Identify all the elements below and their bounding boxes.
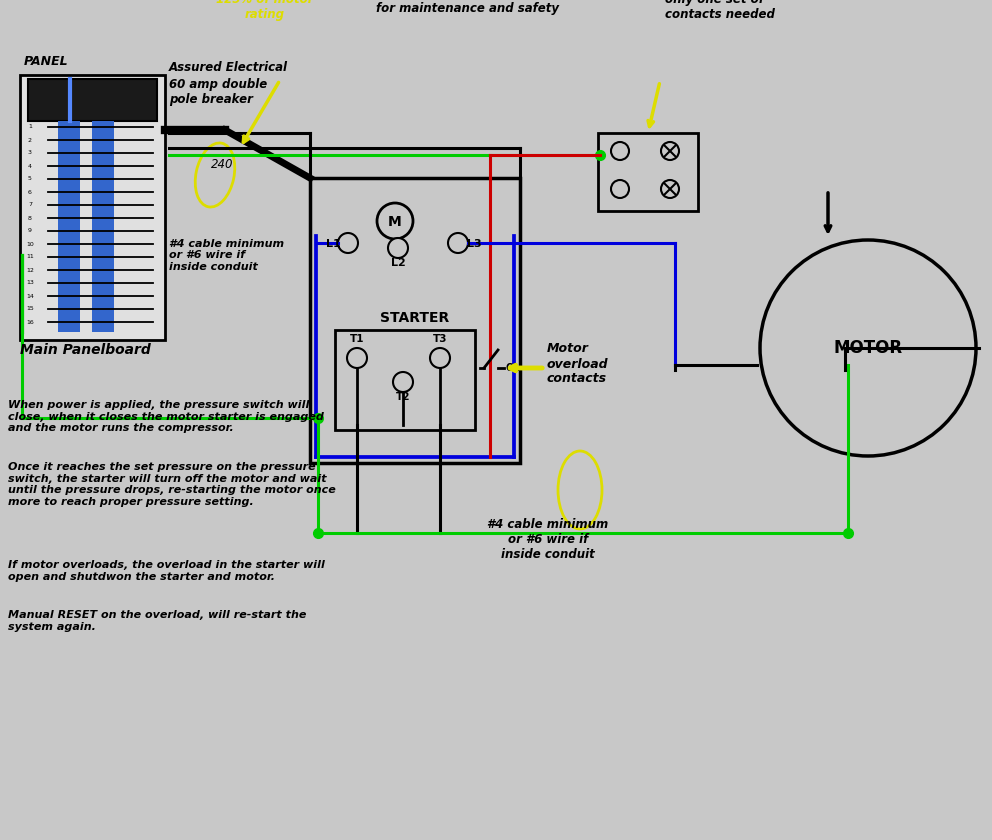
Bar (58, 121, 80, 332)
Circle shape (388, 238, 408, 258)
Text: 10: 10 (26, 242, 34, 246)
Circle shape (760, 240, 976, 456)
Bar (28, 79, 157, 121)
Text: Motor
overload
contacts: Motor overload contacts (547, 343, 609, 386)
Text: If motor overloads, the overload in the starter will
open and shutdwon the start: If motor overloads, the overload in the … (8, 560, 324, 581)
Text: 6: 6 (28, 190, 32, 195)
Circle shape (377, 203, 413, 239)
Circle shape (661, 142, 679, 160)
Text: 9: 9 (28, 228, 32, 234)
Bar (310, 178, 520, 463)
Text: Pressure switch,
only one set of
contacts needed: Pressure switch, only one set of contact… (665, 0, 775, 21)
Text: 2: 2 (28, 138, 32, 143)
Text: Main Panelboard: Main Panelboard (20, 343, 151, 357)
Circle shape (611, 180, 629, 198)
Text: 3: 3 (28, 150, 32, 155)
Text: STARTER: STARTER (380, 311, 449, 325)
Text: Once it reaches the set pressure on the pressure
switch, the starter will turn o: Once it reaches the set pressure on the … (8, 462, 335, 507)
Circle shape (448, 233, 468, 253)
Text: 1: 1 (28, 124, 32, 129)
Text: OL: OL (506, 363, 521, 373)
Text: #4 cable minimum
or #6 wire if
inside conduit: #4 cable minimum or #6 wire if inside co… (487, 518, 609, 561)
Circle shape (338, 233, 358, 253)
Text: 4: 4 (28, 164, 32, 169)
Bar (92, 121, 114, 332)
Text: 15: 15 (26, 307, 34, 312)
Text: 8: 8 (28, 216, 32, 220)
Text: 60 amp double
pole breaker: 60 amp double pole breaker (169, 78, 267, 106)
Circle shape (347, 348, 367, 368)
Text: #4 cable minimum
or #6 wire if
inside conduit: #4 cable minimum or #6 wire if inside co… (169, 239, 284, 272)
Circle shape (661, 180, 679, 198)
Circle shape (430, 348, 450, 368)
Text: L3: L3 (466, 239, 481, 249)
Bar (598, 133, 698, 211)
Text: 12: 12 (26, 267, 34, 272)
Circle shape (611, 142, 629, 160)
Text: 13: 13 (26, 281, 34, 286)
Text: 7: 7 (28, 202, 32, 207)
Text: 16: 16 (26, 319, 34, 324)
Text: 14: 14 (26, 293, 34, 298)
Text: M: M (388, 215, 402, 229)
Text: L1: L1 (325, 239, 340, 249)
Text: L2: L2 (391, 258, 406, 268)
Text: Assured Electrical: Assured Electrical (169, 61, 288, 74)
Text: Requirement is
125% of motor
rating: Requirement is 125% of motor rating (215, 0, 315, 21)
Text: If motor is not in sight of the
breaker, a disconnect is required
between the br: If motor is not in sight of the breaker,… (359, 0, 577, 15)
Text: T3: T3 (433, 334, 447, 344)
Bar (20, 75, 165, 340)
Text: T2: T2 (396, 392, 411, 402)
Bar (335, 330, 475, 430)
Text: 11: 11 (26, 255, 34, 260)
Text: 5: 5 (28, 176, 32, 181)
Circle shape (393, 372, 413, 392)
Text: Manual RESET on the overload, will re-start the
system again.: Manual RESET on the overload, will re-st… (8, 610, 307, 632)
Text: MOTOR: MOTOR (833, 339, 903, 357)
Text: PANEL: PANEL (24, 55, 68, 68)
Text: T1: T1 (350, 334, 364, 344)
Text: When power is applied, the pressure switch will
close, when it closes the motor : When power is applied, the pressure swit… (8, 400, 323, 433)
Text: 240: 240 (210, 158, 233, 171)
